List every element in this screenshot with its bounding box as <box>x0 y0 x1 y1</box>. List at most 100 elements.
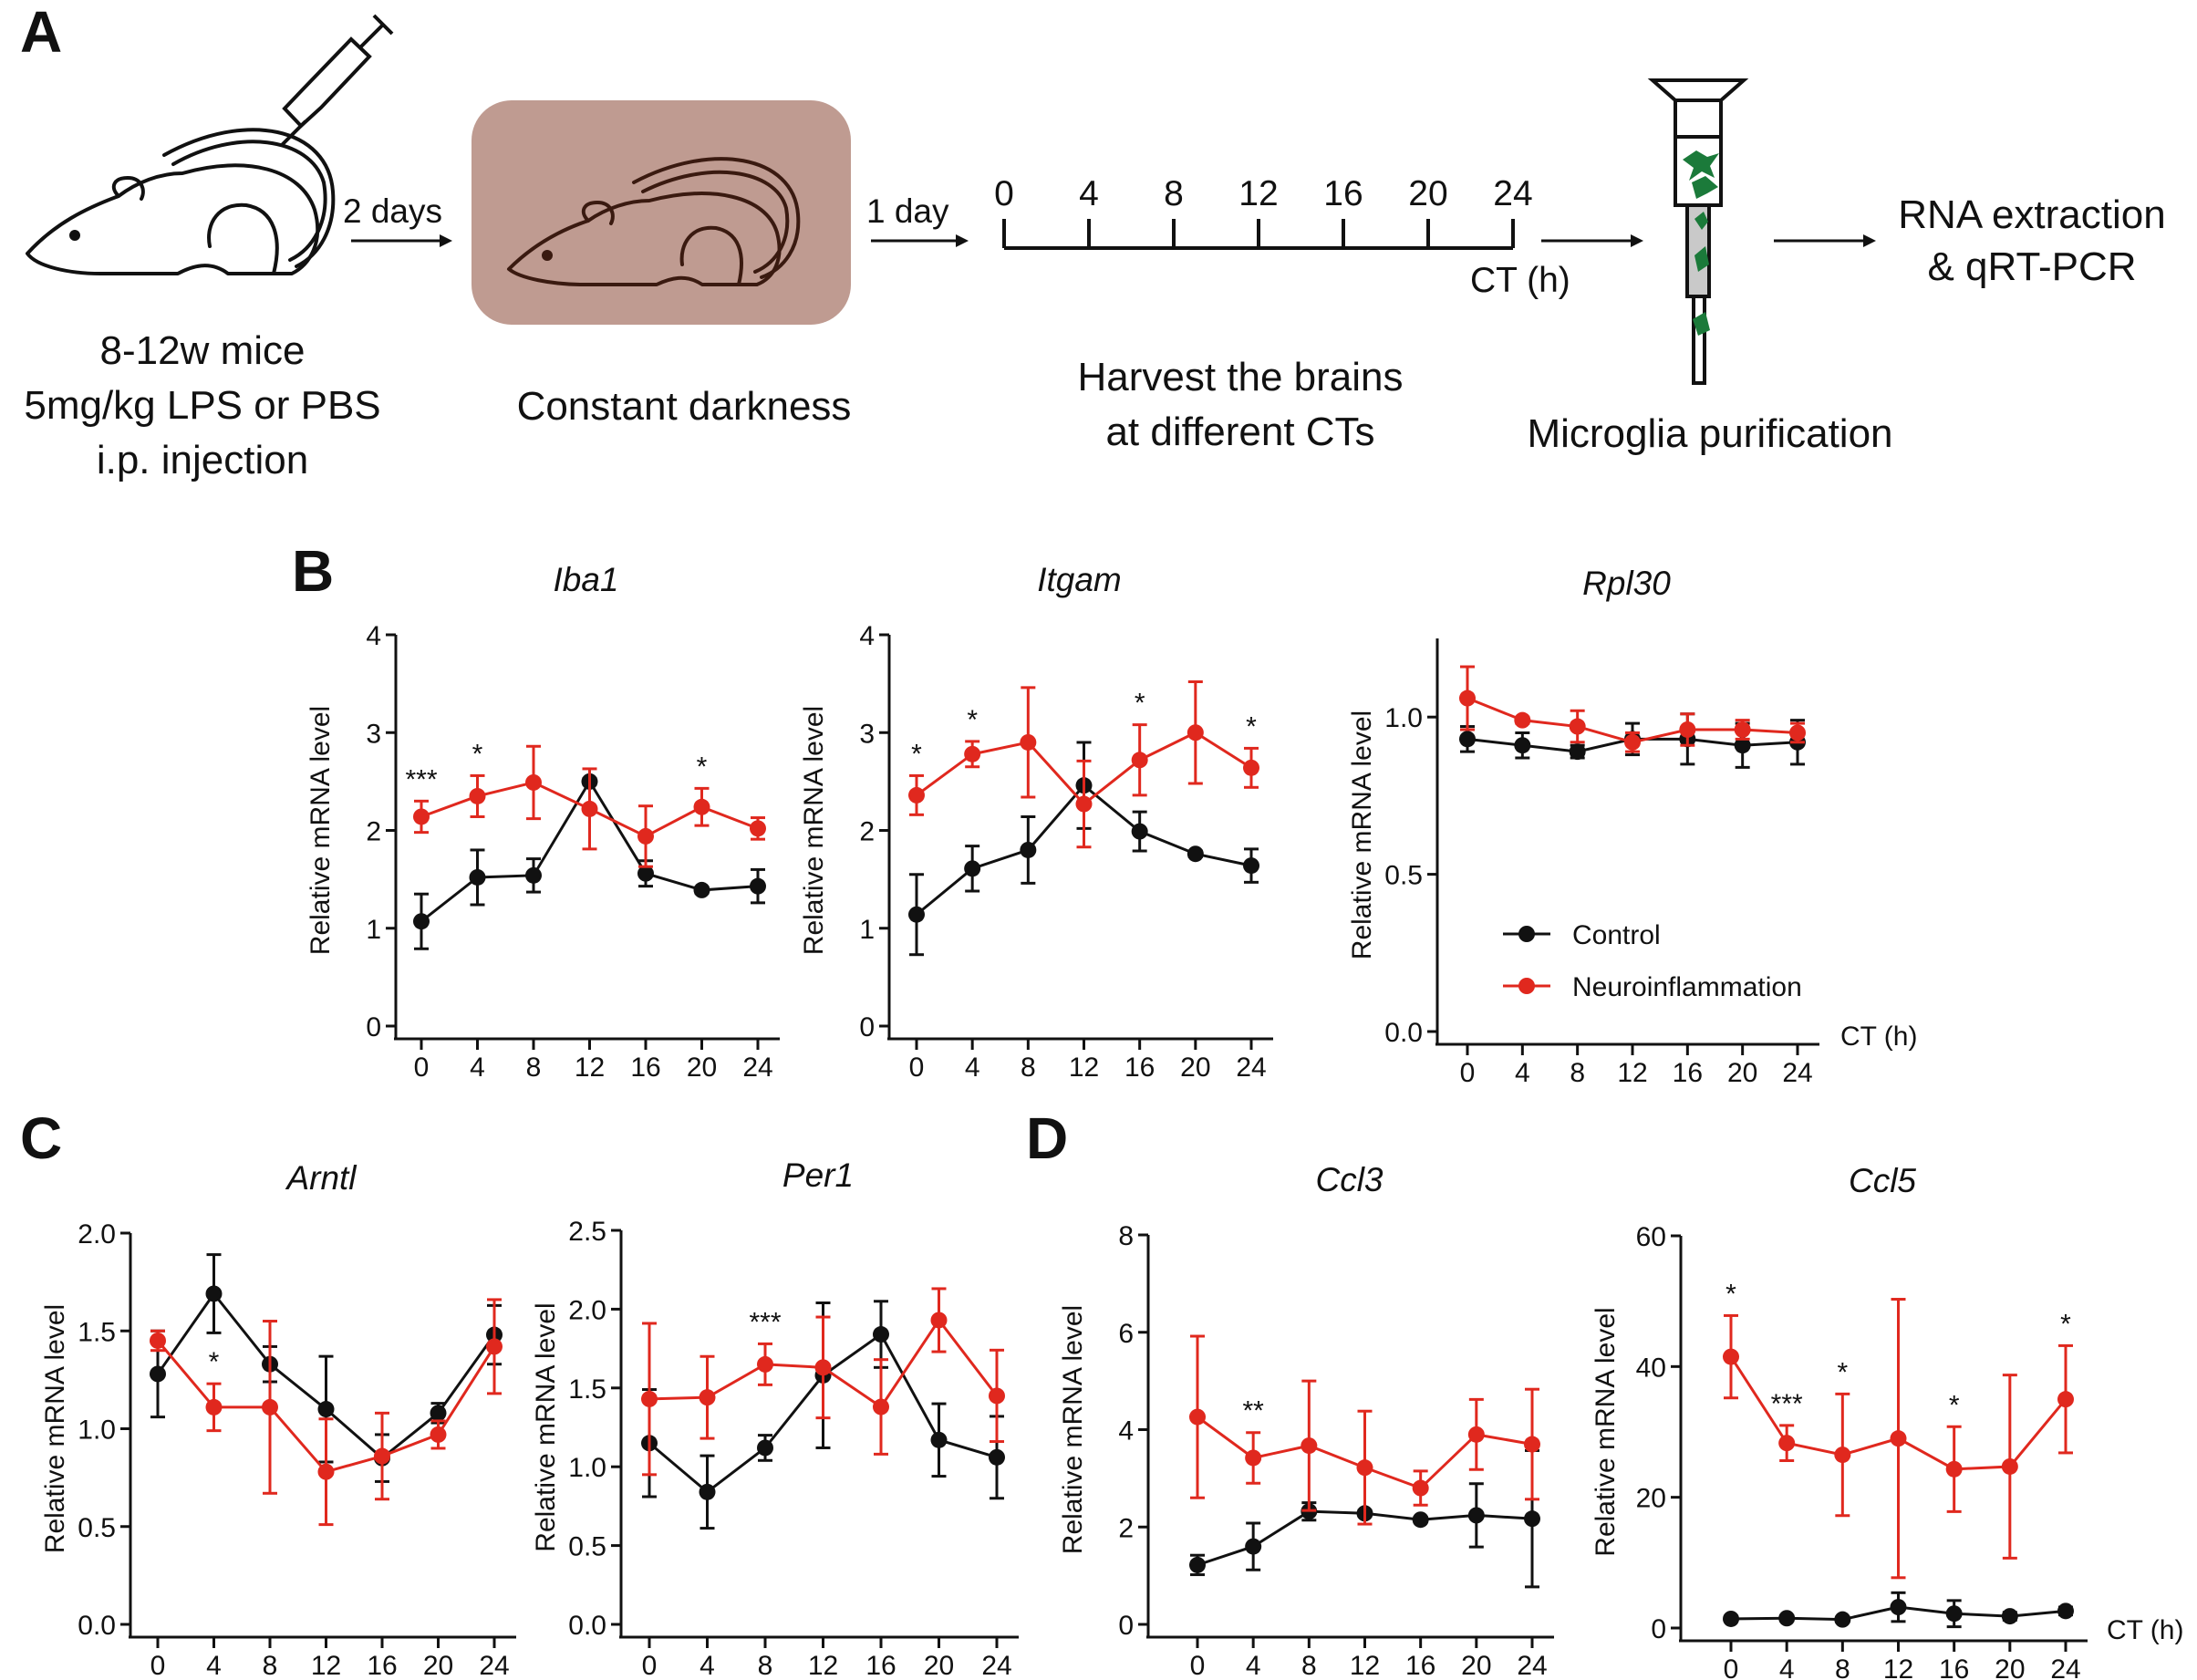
y-axis-title: Relative mRNA level <box>799 706 829 955</box>
legend: Control Neuroinflammation <box>1503 920 1802 1002</box>
chart-title: Rpl30 <box>1582 565 1671 602</box>
data-point <box>1778 1610 1796 1627</box>
panel-label-b: B <box>292 538 334 604</box>
svg-text:i.p. injection: i.p. injection <box>97 438 308 482</box>
significance-marker: * <box>911 739 922 769</box>
y-tick-label: 2 <box>1118 1513 1134 1543</box>
x-tick-label: 16 <box>1673 1058 1703 1088</box>
y-axis-title: Relative mRNA level <box>306 706 336 955</box>
data-point <box>1356 1459 1373 1477</box>
series-control <box>1723 1591 2074 1629</box>
chart-title: Ccl3 <box>1315 1161 1383 1198</box>
significance-marker: * <box>1837 1357 1848 1387</box>
series-neuroinflammation <box>1459 665 1806 753</box>
x-tick-label: 12 <box>1350 1651 1380 1680</box>
significance-marker: *** <box>749 1307 781 1337</box>
x-tick-label: 8 <box>1301 1651 1317 1680</box>
x-tick-label: 12 <box>1069 1053 1099 1083</box>
data-point <box>989 1448 1005 1466</box>
y-tick-label: 0 <box>859 1012 875 1042</box>
data-point <box>1723 1610 1739 1627</box>
significance-marker: * <box>1246 711 1257 741</box>
panel-label-c: C <box>20 1105 62 1171</box>
x-tick-label: 0 <box>414 1053 430 1083</box>
data-point <box>1245 1538 1262 1555</box>
x-tick-label: 24 <box>479 1651 509 1680</box>
significance-marker: * <box>472 739 483 769</box>
x-tick-label: 4 <box>470 1053 485 1083</box>
data-point <box>317 1401 335 1418</box>
x-tick-label: 24 <box>1517 1651 1547 1680</box>
y-tick-label: 0.0 <box>568 1611 606 1641</box>
x-tick-label: 12 <box>575 1053 605 1083</box>
syringe-icon <box>279 14 394 148</box>
data-point <box>2001 1457 2018 1475</box>
significance-marker: *** <box>1771 1389 1803 1419</box>
data-point <box>525 773 542 791</box>
data-point <box>964 745 981 762</box>
x-tick-label: 20 <box>687 1053 717 1083</box>
chart-title: Arntl <box>285 1159 358 1197</box>
significance-marker: * <box>967 705 978 735</box>
x-tick-label: 12 <box>311 1651 341 1680</box>
significance-marker: *** <box>405 764 437 794</box>
timeline-tick-label: 4 <box>1079 174 1099 213</box>
series-neuroinflammation <box>1189 1334 1540 1526</box>
data-point <box>2057 1391 2074 1408</box>
arrow-1-day: 1 day <box>866 192 969 247</box>
significance-marker: * <box>1135 689 1145 719</box>
x-tick-label: 24 <box>1236 1053 1266 1083</box>
data-point <box>1569 743 1586 761</box>
x-tick-label: 4 <box>965 1053 980 1083</box>
y-tick-label: 20 <box>1636 1484 1666 1514</box>
y-tick-label: 1 <box>366 915 381 945</box>
legend-item-control: Control <box>1503 920 1661 950</box>
y-tick-label: 40 <box>1636 1353 1666 1383</box>
y-tick-label: 3 <box>366 719 381 749</box>
y-tick-label: 60 <box>1636 1222 1666 1252</box>
y-tick-label: 1 <box>859 915 875 945</box>
microglia-label: Microglia purification <box>1527 411 1892 456</box>
x-tick-label: 0 <box>1190 1651 1206 1680</box>
chart-per1: Per1 0.0 0.5 1.0 1.5 2.0 2.5 0 4 8 12 16 20 24 Relativ… <box>531 1156 1019 1680</box>
series-neuroinflammation <box>1723 1298 2074 1580</box>
data-point <box>1778 1435 1796 1452</box>
data-point <box>430 1405 447 1422</box>
data-point <box>1245 1449 1262 1467</box>
mouse-dark-icon <box>507 157 801 286</box>
x-tick-label: 12 <box>1617 1058 1647 1088</box>
panel-label-a: A <box>20 0 62 65</box>
data-point <box>1020 733 1037 751</box>
x-tick-label: 16 <box>1405 1651 1435 1680</box>
x-tick-label: 4 <box>1246 1651 1261 1680</box>
data-point <box>1020 841 1037 858</box>
data-point <box>693 798 710 815</box>
timeline-unit: CT (h) <box>1470 261 1570 300</box>
y-axis-title: Relative mRNA level <box>531 1302 561 1551</box>
data-point <box>1459 731 1476 748</box>
significance-marker: * <box>697 752 708 782</box>
y-axis-title: Relative mRNA level <box>1347 710 1377 959</box>
x-tick-label: 4 <box>1779 1654 1795 1680</box>
data-point <box>908 786 925 804</box>
chart-ccl5: Ccl5 0 20 40 60 0 4 8 12 16 20 24 Relative mRNA leve… <box>1591 1162 2088 1680</box>
chart-title: Itgam <box>1037 561 1122 598</box>
data-point <box>964 860 981 877</box>
data-point <box>469 868 486 886</box>
y-tick-label: 6 <box>1118 1319 1134 1349</box>
mouse-icon <box>26 128 336 275</box>
x-tick-label: 4 <box>1515 1058 1530 1088</box>
constant-darkness-box <box>472 100 851 325</box>
y-tick-label: 0 <box>366 1012 381 1042</box>
significance-marker: * <box>1949 1390 1960 1420</box>
xunit-ccl5: CT (h) <box>2107 1615 2183 1645</box>
x-tick-label: 4 <box>700 1651 715 1680</box>
data-point <box>581 800 598 817</box>
data-point <box>1131 823 1148 840</box>
arrow-2-days: 2 days <box>343 192 452 247</box>
chart-title: Ccl5 <box>1849 1162 1916 1199</box>
y-axis-title: Relative mRNA level <box>1591 1307 1621 1556</box>
data-point <box>637 865 654 882</box>
x-tick-label: 8 <box>758 1651 773 1680</box>
